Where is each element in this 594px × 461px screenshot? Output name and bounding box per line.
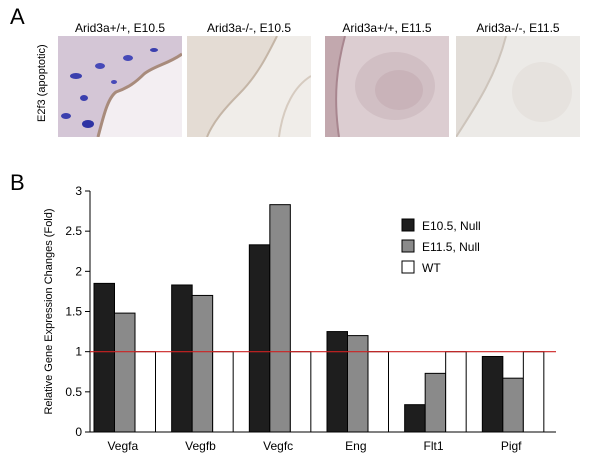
bar-chart: Relative Gene Expression Changes (Fold) … [43,184,556,453]
panel-a-row-label: E2f3 (apoptotic) [36,44,48,122]
bar-vegfb-series-2 [191,294,214,433]
legend-swatch [401,218,415,232]
legend-label: E11.5, Null [422,240,480,254]
y-tick-label: 2 [75,264,82,278]
y-axis-label: Relative Gene Expression Changes (Fold) [43,208,55,414]
legend-label: WT [422,261,441,275]
bar-vegfc-series-3 [289,351,312,433]
micrograph-2 [187,36,311,137]
category-label: Eng [345,439,366,453]
bar-vegfb-series-1 [171,284,193,433]
category-label: Vegfa [107,439,138,453]
bar-pigf-series-3 [522,351,545,433]
bar-flt1-series-3 [445,351,467,433]
y-tick-label: 1 [75,345,82,359]
category-label: Vegfc [263,439,293,453]
bar-flt1-series-2 [424,372,447,433]
y-tick-label: 0 [75,425,82,439]
image-label-3: Arid3a+/+, E11.5 [342,21,432,35]
micrograph-1 [58,36,182,137]
bar-vegfb-series-3 [212,351,234,433]
bar-pigf-series-2 [502,377,524,433]
y-tick-label: 3 [75,184,82,198]
image-label-1: Arid3a+/+, E10.5 [74,21,166,35]
bar-vegfa-series-3 [134,351,156,433]
bar-vegfa-series-2 [114,312,136,433]
bar-eng-series-2 [347,335,369,433]
category-label: Flt1 [423,439,443,453]
bar-vegfc-series-2 [269,204,291,433]
bar-pigf-series-1 [481,355,504,433]
micrograph-3 [325,36,449,137]
legend-label: E10.5, Null [422,219,481,233]
y-tick-label: 1.5 [65,305,82,319]
y-tick-label: 2.5 [65,224,82,238]
category-label: Pigf [501,439,522,453]
bar-eng-series-1 [326,331,348,433]
category-label: Vegfb [185,439,216,453]
image-label-4: Arid3a-/-, E11.5 [476,21,560,35]
legend-swatch [401,239,415,253]
bar-vegfa-series-1 [93,282,115,433]
y-tick-label: 0.5 [65,385,82,399]
panel-b-letter: B [10,170,25,195]
panel-a-letter: A [10,4,25,29]
bar-eng-series-3 [367,351,389,433]
image-label-2: Arid3a-/-, E10.5 [206,21,292,35]
bar-vegfc-series-1 [248,244,271,433]
micrograph-4 [456,36,580,137]
legend-swatch [401,260,415,274]
bar-flt1-series-1 [404,404,426,433]
